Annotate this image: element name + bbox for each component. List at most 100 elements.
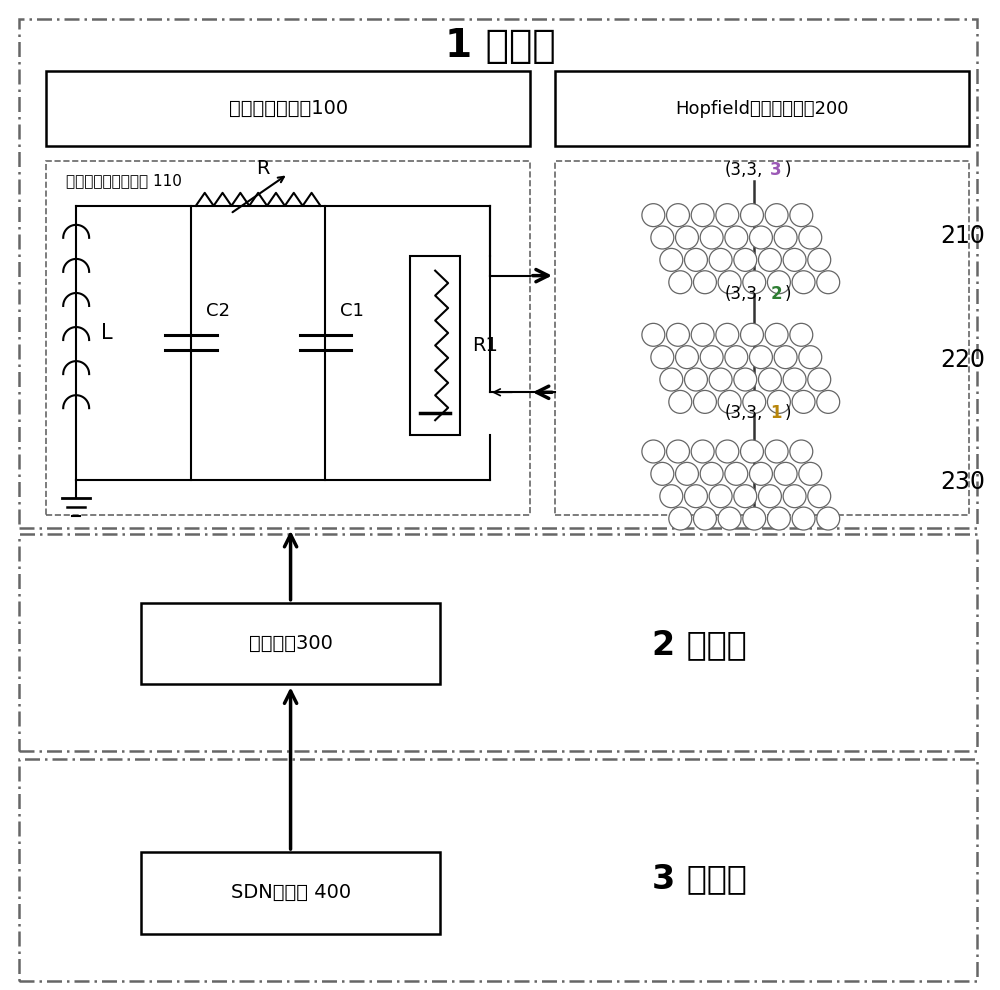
Circle shape bbox=[758, 248, 781, 271]
Circle shape bbox=[660, 368, 683, 391]
Circle shape bbox=[700, 346, 723, 368]
Circle shape bbox=[642, 204, 665, 227]
Text: ): ) bbox=[784, 284, 791, 303]
Text: C2: C2 bbox=[206, 302, 230, 320]
Text: (3,3,: (3,3, bbox=[724, 404, 763, 422]
Circle shape bbox=[743, 390, 766, 414]
Text: 3 控制层: 3 控制层 bbox=[652, 862, 747, 895]
Circle shape bbox=[799, 226, 822, 248]
Text: 220: 220 bbox=[941, 348, 986, 372]
Circle shape bbox=[734, 248, 757, 271]
Text: (3,3,: (3,3, bbox=[724, 284, 763, 303]
Text: SDN控制器 400: SDN控制器 400 bbox=[231, 883, 351, 902]
Circle shape bbox=[790, 204, 813, 227]
Circle shape bbox=[691, 204, 714, 227]
Circle shape bbox=[783, 368, 806, 391]
Circle shape bbox=[676, 346, 698, 368]
Text: 230: 230 bbox=[941, 470, 986, 494]
Circle shape bbox=[758, 485, 781, 508]
Circle shape bbox=[743, 507, 766, 530]
Circle shape bbox=[741, 440, 763, 463]
Circle shape bbox=[725, 346, 748, 368]
Circle shape bbox=[741, 324, 763, 346]
Circle shape bbox=[693, 390, 716, 414]
Text: 2: 2 bbox=[770, 284, 782, 303]
Circle shape bbox=[716, 324, 739, 346]
Circle shape bbox=[718, 507, 741, 530]
Circle shape bbox=[691, 324, 714, 346]
Circle shape bbox=[669, 271, 692, 294]
Bar bbox=[46, 161, 530, 515]
Text: R1: R1 bbox=[472, 336, 498, 355]
Bar bbox=[555, 161, 969, 515]
Circle shape bbox=[709, 485, 732, 508]
Text: ): ) bbox=[784, 404, 791, 422]
Text: 物联网关300: 物联网关300 bbox=[249, 634, 333, 653]
Circle shape bbox=[817, 271, 840, 294]
Circle shape bbox=[799, 346, 822, 368]
Circle shape bbox=[765, 440, 788, 463]
Text: C1: C1 bbox=[340, 302, 364, 320]
Circle shape bbox=[685, 368, 707, 391]
Circle shape bbox=[651, 462, 674, 485]
Circle shape bbox=[799, 462, 822, 485]
Circle shape bbox=[660, 248, 683, 271]
Circle shape bbox=[660, 485, 683, 508]
Circle shape bbox=[734, 485, 757, 508]
Circle shape bbox=[767, 271, 790, 294]
Circle shape bbox=[718, 271, 741, 294]
Circle shape bbox=[676, 226, 698, 248]
Text: ): ) bbox=[784, 161, 791, 179]
Bar bbox=[141, 852, 440, 934]
Circle shape bbox=[783, 248, 806, 271]
Text: 蔡氏忆阻器混沌电路 110: 蔡氏忆阻器混沌电路 110 bbox=[66, 173, 182, 188]
Text: 210: 210 bbox=[941, 224, 986, 248]
Circle shape bbox=[758, 368, 781, 391]
Bar bbox=[46, 71, 530, 146]
Text: (3,3,: (3,3, bbox=[724, 161, 763, 179]
Text: R: R bbox=[256, 158, 270, 178]
Circle shape bbox=[774, 462, 797, 485]
Circle shape bbox=[691, 440, 714, 463]
Circle shape bbox=[743, 271, 766, 294]
Circle shape bbox=[792, 390, 815, 414]
Circle shape bbox=[700, 226, 723, 248]
Text: Hopfield神经网络装置200: Hopfield神经网络装置200 bbox=[675, 100, 848, 118]
Circle shape bbox=[808, 248, 831, 271]
Circle shape bbox=[725, 226, 748, 248]
Circle shape bbox=[685, 485, 707, 508]
Circle shape bbox=[676, 462, 698, 485]
Text: 混沌序列生成器100: 混沌序列生成器100 bbox=[229, 99, 348, 118]
Bar bbox=[141, 603, 440, 684]
Circle shape bbox=[642, 324, 665, 346]
Circle shape bbox=[669, 507, 692, 530]
Text: 3: 3 bbox=[770, 161, 782, 179]
Circle shape bbox=[765, 324, 788, 346]
Circle shape bbox=[817, 390, 840, 414]
Circle shape bbox=[783, 485, 806, 508]
Bar bbox=[19, 759, 977, 981]
Circle shape bbox=[667, 440, 689, 463]
Circle shape bbox=[716, 440, 739, 463]
Circle shape bbox=[774, 346, 797, 368]
Bar bbox=[19, 534, 977, 751]
Circle shape bbox=[709, 248, 732, 271]
Circle shape bbox=[808, 485, 831, 508]
Circle shape bbox=[790, 440, 813, 463]
Circle shape bbox=[792, 271, 815, 294]
Circle shape bbox=[749, 346, 772, 368]
Circle shape bbox=[774, 226, 797, 248]
Circle shape bbox=[808, 368, 831, 391]
Circle shape bbox=[667, 204, 689, 227]
Circle shape bbox=[765, 204, 788, 227]
Circle shape bbox=[718, 390, 741, 414]
Text: L: L bbox=[101, 323, 113, 343]
Bar bbox=[19, 20, 977, 528]
Text: 1 物理层: 1 物理层 bbox=[445, 28, 555, 65]
Circle shape bbox=[767, 507, 790, 530]
Bar bbox=[410, 255, 460, 436]
Circle shape bbox=[767, 390, 790, 414]
Circle shape bbox=[693, 271, 716, 294]
Text: 2 网络层: 2 网络层 bbox=[652, 628, 747, 661]
Circle shape bbox=[669, 390, 692, 414]
